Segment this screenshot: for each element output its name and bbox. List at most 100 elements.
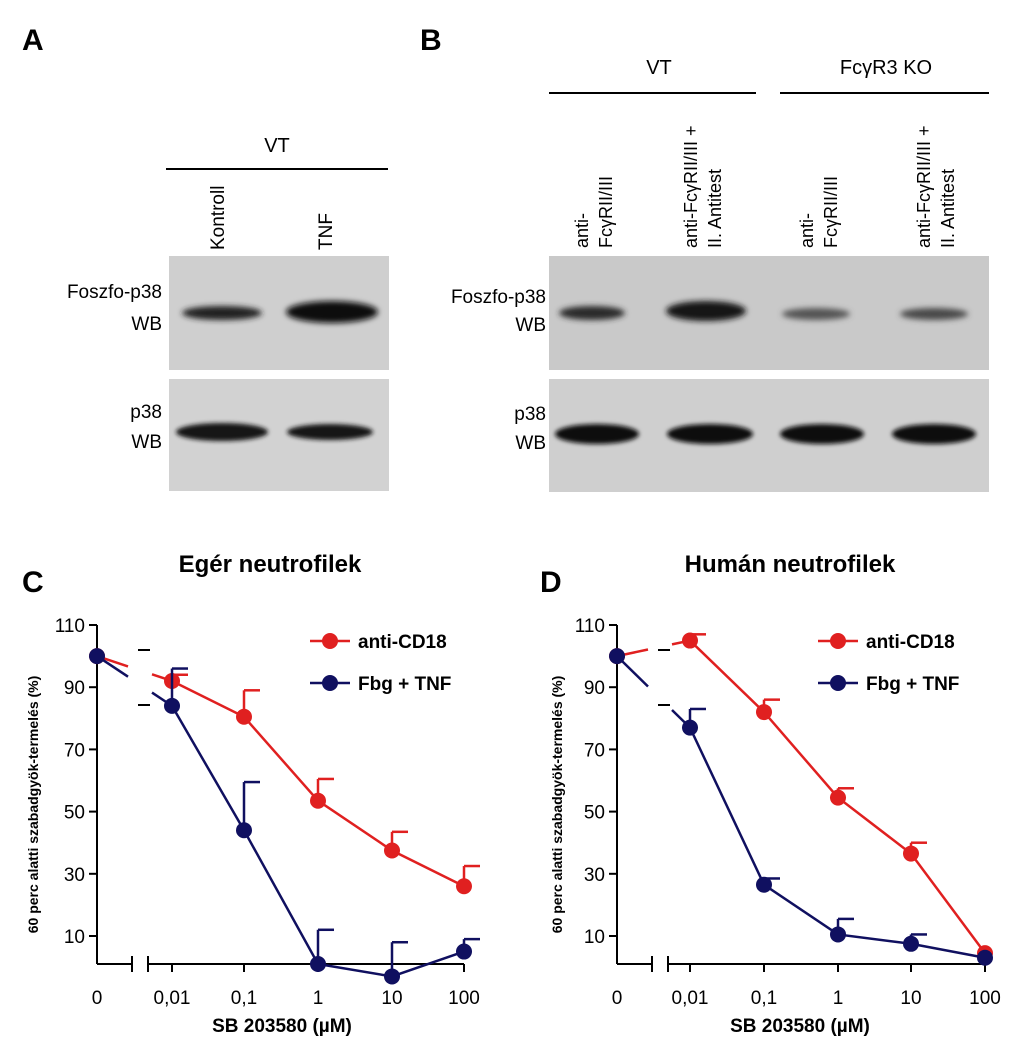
y-tick-label: 10 — [64, 927, 85, 948]
data-point — [682, 632, 698, 649]
y-axis-label: 60 perc alatti szabadgyök-termelés (%) — [549, 676, 565, 934]
panel-a: A VT Kontroll TNF Foszfo-p38 WB p38 WB — [22, 24, 389, 491]
lane-label-line: II. Antitest — [705, 169, 725, 248]
band-b-phospho-4 — [900, 308, 968, 320]
lane-label-line: anti- — [572, 213, 592, 248]
x-tick-label: 0,01 — [154, 988, 191, 1009]
panel-b-lane-4-label: anti-FcγRII/III + II. Antitest — [914, 125, 958, 248]
y-tick-label: 50 — [64, 803, 85, 824]
panel-b-group-label-vt: VT — [646, 57, 672, 79]
blot-b-phospho — [549, 256, 989, 370]
data-point — [756, 876, 772, 893]
legend-marker — [322, 633, 338, 649]
lane-label-line: anti- — [797, 213, 817, 248]
x-tick-label: 1 — [313, 988, 324, 1009]
panel-letter-b: B — [420, 24, 442, 57]
x-tick-label: 1 — [833, 988, 844, 1009]
data-point — [384, 968, 400, 985]
x-tick-label: 10 — [381, 988, 402, 1009]
lane-label-line: II. Antitest — [938, 169, 958, 248]
data-point — [310, 956, 326, 972]
band-a-phospho-kontroll — [182, 306, 262, 320]
panel-b-lane-1-label: anti- FcγRII/III — [572, 176, 616, 248]
y-tick-label: 50 — [584, 803, 605, 824]
y-tick-label: 90 — [64, 678, 85, 699]
panel-b-row-label-phospho: Foszfo-p38 — [451, 287, 546, 308]
data-point — [456, 878, 472, 895]
band-b-phospho-1 — [559, 306, 625, 320]
data-point — [384, 842, 400, 859]
lane-label-line: FcγRII/III — [821, 176, 841, 248]
x-tick-label: 0,01 — [672, 988, 709, 1009]
legend-marker — [322, 675, 338, 691]
x-axis-label: SB 203580 (µM) — [212, 1016, 352, 1037]
panel-a-row-label-p38: p38 — [130, 402, 162, 423]
chart-title: Egér neutrofilek — [179, 551, 362, 578]
blot-a-total — [169, 379, 389, 491]
legend-label: anti-CD18 — [358, 632, 447, 653]
panel-a-lane-label-tnf: TNF — [316, 213, 337, 250]
panel-b-row-label-p38: p38 — [514, 404, 546, 425]
x-tick-label: 10 — [900, 988, 921, 1009]
y-tick-label: 30 — [64, 865, 85, 886]
panel-a-row-label-phospho: Foszfo-p38 — [67, 282, 162, 303]
x-axis-label: SB 203580 (µM) — [730, 1016, 870, 1037]
panel-letter-d: D — [540, 566, 562, 599]
legend-label: anti-CD18 — [866, 632, 955, 653]
y-tick-label: 90 — [584, 678, 605, 699]
band-a-total-kontroll — [176, 423, 268, 441]
panel-a-lane-label-kontroll: Kontroll — [208, 186, 229, 250]
legend-marker — [830, 675, 846, 691]
data-point — [830, 789, 846, 806]
lane-label-line: anti-FcγRII/III + — [681, 125, 701, 248]
panel-b-group-label-ko: FcγR3 KO — [840, 57, 932, 79]
data-point — [164, 697, 180, 714]
panel-b-lane-2-label: anti-FcγRII/III + II. Antitest — [681, 125, 725, 248]
y-tick-label: 70 — [64, 740, 85, 761]
legend-label: Fbg + TNF — [866, 674, 959, 695]
panel-b-lane-3-label: anti- FcγRII/III — [797, 176, 841, 248]
data-point — [456, 943, 472, 960]
legend-marker — [830, 633, 846, 649]
lane-label-line: FcγRII/III — [596, 176, 616, 248]
data-point — [977, 949, 993, 966]
panel-a-group-label: VT — [264, 135, 290, 157]
y-tick-label: 10 — [584, 927, 605, 948]
band-b-total-4 — [892, 424, 976, 444]
data-point — [830, 926, 846, 943]
panel-letter-c: C — [22, 566, 44, 599]
band-b-phospho-3 — [782, 308, 850, 320]
y-tick-label: 30 — [584, 865, 605, 886]
band-a-total-tnf — [287, 424, 373, 440]
x-tick-label: 0,1 — [231, 988, 257, 1009]
data-point — [903, 845, 919, 862]
band-b-total-2 — [667, 424, 753, 444]
data-point — [903, 935, 919, 952]
blot-b-total — [549, 379, 989, 492]
lane-label-line: anti-FcγRII/III + — [914, 125, 934, 248]
panel-letter-a: A — [22, 24, 44, 57]
data-point — [236, 708, 252, 725]
x-tick-label: 0 — [92, 988, 103, 1009]
band-b-total-1 — [555, 424, 639, 444]
legend-label: Fbg + TNF — [358, 674, 451, 695]
band-a-phospho-tnf — [286, 301, 378, 323]
data-point — [682, 719, 698, 736]
chart-title: Humán neutrofilek — [685, 551, 896, 578]
x-tick-label: 100 — [448, 988, 480, 1009]
panel-a-row-label-phospho-wb: WB — [131, 314, 162, 335]
band-b-total-3 — [780, 424, 864, 444]
panel-b-row-label-phospho-wb: WB — [515, 315, 546, 336]
panel-b-row-label-p38-wb: WB — [515, 433, 546, 454]
y-tick-label: 70 — [584, 740, 605, 761]
y-tick-label: 110 — [55, 616, 85, 637]
x-tick-label: 0,1 — [751, 988, 777, 1009]
panel-b: B VT FcγR3 KO anti- FcγRII/III anti-FcγR… — [420, 24, 989, 492]
data-point — [236, 822, 252, 839]
band-b-phospho-2 — [666, 301, 746, 321]
blot-a-phospho — [169, 256, 389, 370]
data-point — [89, 648, 105, 665]
